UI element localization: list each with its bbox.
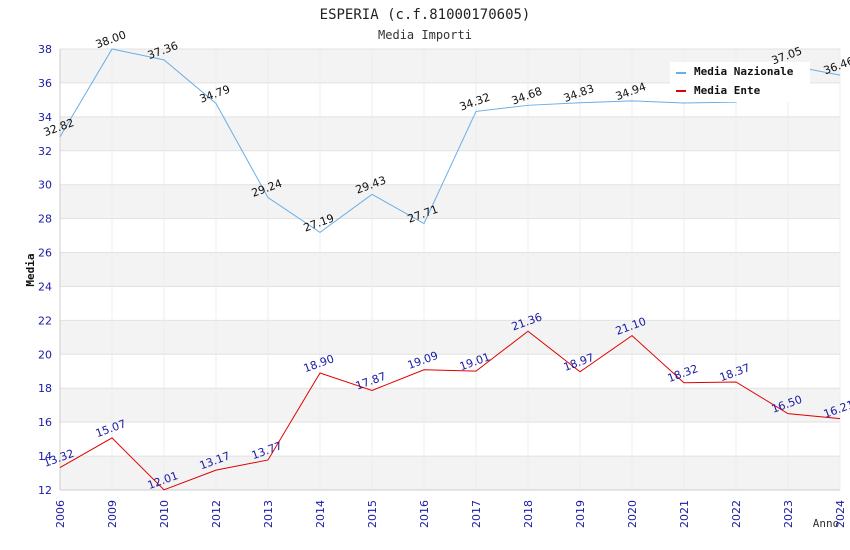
gridlines (59, 48, 841, 491)
data-label: 34.83 (562, 82, 596, 105)
legend-label-ente: Media Ente (694, 84, 761, 97)
data-label: 18.37 (718, 361, 752, 384)
x-tick-label: 2017 (470, 500, 483, 528)
y-tick-label: 16 (38, 416, 52, 429)
x-tick-label: 2022 (730, 500, 743, 528)
data-label: 34.94 (614, 80, 648, 103)
y-tick-labels: 12 14 16 18 20 22 24 26 28 30 32 34 36 38 (38, 43, 52, 497)
grid-band (60, 456, 840, 490)
y-tick-label: 30 (38, 179, 52, 192)
x-tick-label: 2024 (834, 500, 847, 528)
data-label: 38.00 (94, 28, 128, 51)
series-line-ente (59, 330, 841, 491)
y-tick-label: 32 (38, 145, 52, 158)
series-line-nazionale (59, 48, 841, 233)
grid-band (60, 116, 840, 151)
x-tick-label: 2006 (54, 500, 67, 528)
x-tick-label: 2021 (678, 500, 691, 528)
y-tick-label: 36 (38, 77, 52, 90)
legend-box (670, 62, 810, 102)
x-tick-label: 2010 (158, 500, 171, 528)
y-tick-label: 24 (38, 280, 52, 293)
x-tick-label: 2012 (210, 500, 223, 528)
legend-label-nazionale: Media Nazionale (694, 65, 794, 78)
x-tick-label: 2014 (314, 500, 327, 528)
y-tick-label: 14 (38, 450, 52, 463)
x-tick-label: 2015 (366, 500, 379, 528)
x-axis-label: Anno (813, 517, 840, 530)
grid-band (60, 252, 840, 287)
y-tick-label: 22 (38, 314, 52, 327)
y-tick-label: 26 (38, 247, 52, 260)
legend: Media Nazionale Media Ente (670, 62, 810, 102)
grid-bands (60, 49, 840, 490)
grid-band (60, 388, 840, 423)
y-tick-label: 12 (38, 484, 52, 497)
chart-title: ESPERIA (c.f.81000170605) (320, 7, 531, 23)
grid-band (60, 320, 840, 355)
y-tick-label: 38 (38, 43, 52, 56)
grid-band (60, 184, 840, 219)
y-tick-label: 34 (38, 111, 52, 124)
y-axis-label: Media (24, 253, 37, 286)
x-tick-labels: 2006 2009 2010 2012 2013 2014 2015 2016 2017 2018… (54, 500, 847, 528)
chart-subtitle: Media Importi (378, 28, 472, 42)
y-tick-label: 20 (38, 348, 52, 361)
y-tick-label: 18 (38, 382, 52, 395)
x-tick-label: 2020 (626, 500, 639, 528)
x-tick-label: 2019 (574, 500, 587, 528)
x-tick-label: 2013 (262, 500, 275, 528)
x-tick-label: 2016 (418, 500, 431, 528)
series-lines (59, 48, 841, 491)
x-tick-label: 2009 (106, 500, 119, 528)
x-tick-label: 2018 (522, 500, 535, 528)
data-label: 18.90 (302, 352, 336, 375)
y-tick-label: 28 (38, 213, 52, 226)
x-tick-label: 2023 (782, 500, 795, 528)
data-label: 34.68 (510, 85, 544, 108)
